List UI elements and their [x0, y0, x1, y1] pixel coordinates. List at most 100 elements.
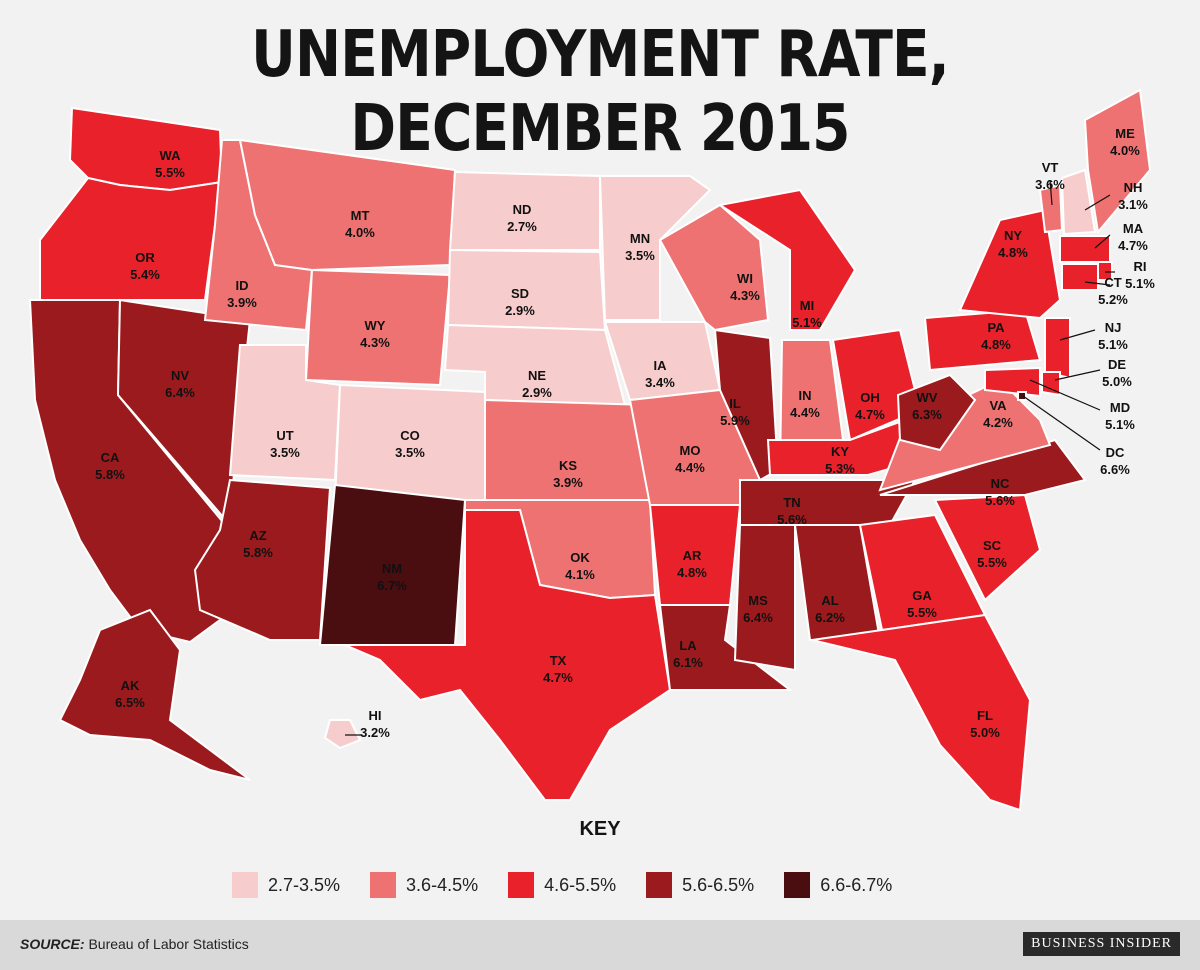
state-rate-tn: 5.6%: [777, 512, 807, 527]
state-az: [193, 478, 332, 641]
state-abbr-tn: TN: [783, 495, 800, 510]
legend-item: 3.6-4.5%: [370, 872, 478, 898]
state-abbr-ga: GA: [912, 588, 932, 603]
state-abbr-ak: AK: [121, 678, 140, 693]
state-abbr-wi: WI: [737, 271, 753, 286]
state-rate-ny: 4.8%: [998, 245, 1028, 260]
state-rate-tx: 4.7%: [543, 670, 573, 685]
state-abbr-al: AL: [821, 593, 838, 608]
page-title: UNEMPLOYMENT RATE, DECEMBER 2015: [251, 18, 950, 166]
state-abbr-nd: ND: [513, 202, 532, 217]
state-sc: [933, 493, 1042, 602]
state-rate-wy: 4.3%: [360, 335, 390, 350]
leader-line-ma: [1094, 234, 1111, 249]
state-abbr-me: ME: [1115, 126, 1135, 141]
state-abbr-ks: KS: [559, 458, 577, 473]
state-rate-ok: 4.1%: [565, 567, 595, 582]
source-text: Bureau of Labor Statistics: [88, 936, 249, 952]
state-ny: [958, 208, 1062, 320]
state-rate-la: 6.1%: [673, 655, 703, 670]
state-abbr-ms: MS: [748, 593, 768, 608]
state-abbr-nc: NC: [991, 476, 1010, 491]
state-abbr-wa: WA: [160, 148, 182, 163]
state-rate-fl: 5.0%: [970, 725, 1000, 740]
state-hi: [323, 719, 362, 750]
state-abbr-nj: NJ: [1105, 320, 1122, 335]
state-rate-mt: 4.0%: [345, 225, 375, 240]
state-abbr-nh: NH: [1124, 180, 1143, 195]
state-abbr-ok: OK: [570, 550, 590, 565]
state-rate-ma: 4.7%: [1118, 238, 1148, 253]
state-rate-wi: 4.3%: [730, 288, 760, 303]
state-mi: [717, 188, 857, 331]
state-abbr-tx: TX: [550, 653, 567, 668]
key-title: KEY: [579, 818, 621, 840]
legend-item: 4.6-5.5%: [508, 872, 616, 898]
state-rate-ct: 5.2%: [1098, 292, 1128, 307]
state-dc: [1017, 391, 1027, 401]
state-abbr-ne: NE: [528, 368, 546, 383]
state-ma: [1059, 235, 1111, 263]
state-rate-mn: 3.5%: [625, 248, 655, 263]
state-rate-nj: 5.1%: [1098, 337, 1128, 352]
state-rate-mo: 4.4%: [675, 460, 705, 475]
state-abbr-in: IN: [799, 388, 812, 403]
legend-item: 5.6-6.5%: [646, 872, 754, 898]
leader-line-nh: [1084, 194, 1111, 211]
state-rate-ks: 3.9%: [553, 475, 583, 490]
state-rate-wv: 6.3%: [912, 407, 942, 422]
state-abbr-nm: NM: [382, 561, 402, 576]
state-rate-dc: 6.6%: [1100, 462, 1130, 477]
state-rate-id: 3.9%: [227, 295, 257, 310]
legend-swatch: [784, 872, 811, 898]
leader-line-de: [1054, 369, 1101, 381]
state-abbr-ny: NY: [1004, 228, 1022, 243]
state-rate-va: 4.2%: [983, 415, 1013, 430]
state-rate-nc: 5.6%: [985, 493, 1015, 508]
state-rate-nd: 2.7%: [507, 219, 537, 234]
state-abbr-mo: MO: [680, 443, 701, 458]
state-abbr-il: IL: [729, 396, 741, 411]
state-nh: [1060, 168, 1097, 236]
state-rate-ar: 4.8%: [677, 565, 707, 580]
state-abbr-de: DE: [1108, 357, 1126, 372]
state-rate-or: 5.4%: [130, 267, 160, 282]
state-rate-sc: 5.5%: [977, 555, 1007, 570]
legend: 2.7-3.5% 3.6-4.5% 4.6-5.5% 5.6-6.5% 6.6-6.7%: [232, 870, 892, 900]
state-rate-ak: 6.5%: [115, 695, 145, 710]
state-abbr-dc: DC: [1106, 445, 1125, 460]
state-rate-az: 5.8%: [243, 545, 273, 560]
state-abbr-id: ID: [236, 278, 249, 293]
leader-line-vt: [1049, 179, 1053, 206]
state-mt: [238, 138, 457, 272]
legend-item: 2.7-3.5%: [232, 872, 340, 898]
state-abbr-ky: KY: [831, 444, 849, 459]
state-abbr-la: LA: [679, 638, 697, 653]
brand-logo: BUSINESS INSIDER: [1023, 932, 1180, 956]
state-abbr-mt: MT: [351, 208, 370, 223]
state-rate-al: 6.2%: [815, 610, 845, 625]
state-wy: [304, 268, 452, 387]
state-abbr-az: AZ: [249, 528, 266, 543]
state-rate-ms: 6.4%: [743, 610, 773, 625]
state-nj: [1044, 317, 1071, 380]
leader-line-ct: [1084, 281, 1111, 286]
state-abbr-ar: AR: [683, 548, 702, 563]
state-rate-ri: 5.1%: [1125, 276, 1155, 291]
state-abbr-wy: WY: [365, 318, 386, 333]
state-rate-de: 5.0%: [1102, 374, 1132, 389]
state-abbr-hi: HI: [369, 708, 382, 723]
state-rate-hi: 3.2%: [360, 725, 390, 740]
legend-item: 6.6-6.7%: [784, 872, 892, 898]
legend-swatch: [370, 872, 397, 898]
state-abbr-ut: UT: [276, 428, 293, 443]
leader-line-nj: [1059, 329, 1096, 341]
state-abbr-ca: CA: [101, 450, 120, 465]
footer: SOURCE: Bureau of Labor Statistics BUSIN…: [0, 920, 1200, 970]
state-abbr-nv: NV: [171, 368, 189, 383]
state-abbr-mi: MI: [800, 298, 814, 313]
state-rate-vt: 3.6%: [1035, 177, 1065, 192]
state-ms: [733, 524, 796, 672]
state-rate-nm: 6.7%: [377, 578, 407, 593]
